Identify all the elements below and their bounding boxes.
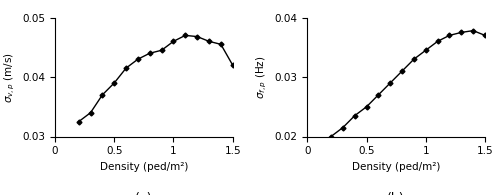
X-axis label: Density (ped/m²): Density (ped/m²) (100, 162, 188, 172)
X-axis label: Density (ped/m²): Density (ped/m²) (352, 162, 440, 172)
Y-axis label: $\sigma_{v,p}$ (m/s): $\sigma_{v,p}$ (m/s) (2, 51, 16, 103)
Y-axis label: $\sigma_{f,p}$ (Hz): $\sigma_{f,p}$ (Hz) (254, 55, 269, 99)
Text: (a): (a) (135, 192, 152, 195)
Text: (b): (b) (388, 192, 405, 195)
